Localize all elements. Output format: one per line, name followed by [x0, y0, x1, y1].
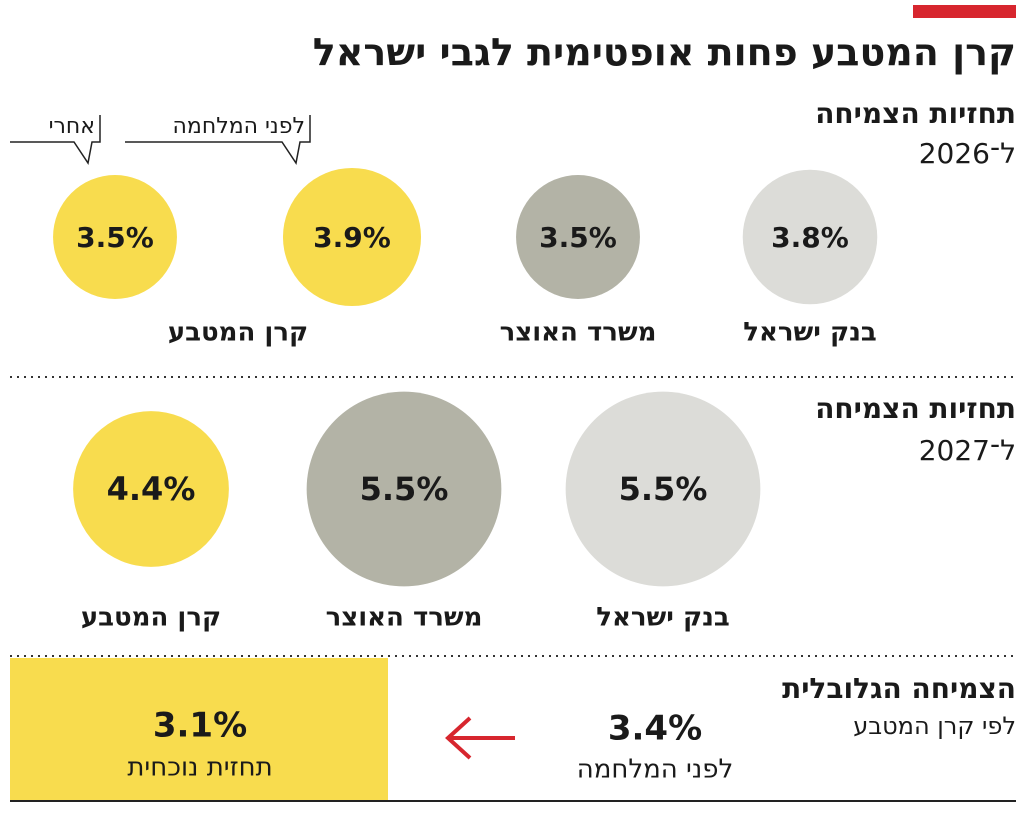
category-label: בנק ישראל [743, 318, 877, 348]
bubble [306, 391, 502, 587]
callout [10, 115, 101, 165]
bubble [282, 167, 422, 307]
section-title: תחזיות הצמיחה [815, 392, 1016, 425]
bubble [53, 175, 177, 299]
category-label: קרן המטבע [168, 318, 308, 348]
value-label: 4.4% [107, 470, 196, 508]
category-label: משרד האוצר [500, 318, 657, 348]
category-label: בנק ישראל [596, 603, 730, 633]
caption: תחזית נוכחית [127, 753, 272, 783]
annotation: אחרי [49, 114, 95, 139]
bubble [516, 175, 640, 299]
section-title: תחזיות הצמיחה [815, 97, 1016, 130]
value-label: 3.4% [608, 709, 702, 749]
accent-bar [913, 5, 1016, 18]
highlight-box [10, 658, 388, 800]
section-title: הצמיחה הגלובלית [782, 672, 1016, 705]
value-label: 3.9% [313, 221, 391, 254]
value-label: 3.1% [153, 706, 247, 746]
value-label: 3.5% [539, 221, 617, 254]
section-subtitle: ל־2026 [919, 137, 1016, 170]
value-label: 3.8% [771, 221, 849, 254]
callout [125, 115, 311, 165]
bubble [73, 411, 229, 567]
value-label: 5.5% [619, 470, 708, 508]
value-label: 3.5% [76, 221, 154, 254]
category-label: קרן המטבע [81, 603, 221, 633]
arrow [445, 716, 515, 760]
value-label: 5.5% [360, 470, 449, 508]
bubble [742, 169, 878, 305]
category-label: משרד האוצר [326, 603, 483, 633]
bubble [565, 391, 761, 587]
annotation: לפני המלחמה [173, 114, 305, 139]
title: קרן המטבע פחות אופטימית לגבי ישראל [313, 31, 1016, 75]
section-subtitle: ל־2027 [919, 434, 1016, 467]
caption: לפני המלחמה [577, 755, 734, 785]
section-subtitle: לפי קרן המטבע [853, 712, 1016, 740]
